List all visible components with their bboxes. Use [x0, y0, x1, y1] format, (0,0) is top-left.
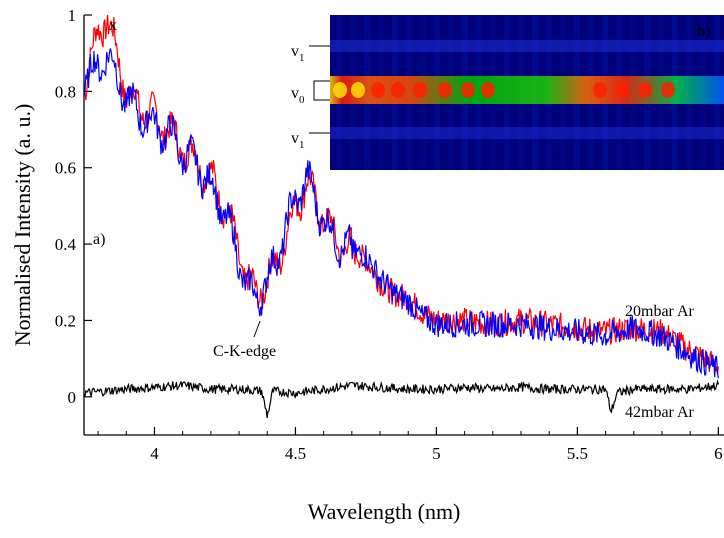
inset-panel-b: b) v1 v0 v1 — [291, 15, 724, 170]
series-line-black — [84, 379, 719, 418]
x-tick-label: 6 — [714, 444, 723, 463]
axis-tick-labels: 4 4.5 5 5.5 6 0 0.2 0.4 0.6 0.8 1 — [55, 6, 723, 463]
x-tick-label: 4 — [150, 444, 159, 463]
x-tick-label: 5.5 — [567, 444, 588, 463]
inset-hotspot — [593, 82, 607, 98]
annotation-42mbar: 42mbar Ar — [625, 404, 695, 421]
inset-hotspot — [391, 82, 405, 98]
annotation-c-k-edge-label: C-K-edge — [213, 343, 276, 360]
inset-row-label-top: v1 — [291, 43, 330, 64]
annotation-c-k-edge: C-K-edge — [213, 320, 276, 360]
series-line-blue — [84, 48, 719, 379]
inset-hotspot — [413, 82, 427, 98]
row-label-v0: v0 — [291, 85, 305, 106]
y-tick-label: 0.4 — [55, 235, 77, 254]
inset-hotspot — [615, 82, 629, 98]
inset-hotspot — [438, 82, 452, 98]
inset-hotspot — [481, 82, 495, 98]
annotation-x: x — [109, 17, 117, 34]
panel-label-a: a) — [93, 231, 105, 248]
y-tick-label: 0.8 — [55, 82, 76, 101]
inset-hotspot — [351, 82, 365, 98]
inset-row-label-middle: v0 — [291, 80, 330, 106]
y-tick-label: 1 — [68, 6, 77, 25]
row-label-v1-bottom: v1 — [291, 130, 305, 151]
inset-hotspot — [333, 82, 347, 98]
inset-row-label-bottom: v1 — [291, 130, 330, 151]
inset-v1-band-top — [330, 40, 724, 52]
inset-v1-band-bottom — [330, 127, 724, 139]
inset-hotspot — [461, 82, 475, 98]
x-tick-label: 4.5 — [285, 444, 306, 463]
series-layer — [84, 15, 719, 418]
annotation-20mbar: 20mbar Ar — [625, 303, 695, 320]
inset-panel-label: b) — [697, 23, 710, 40]
inset-hotspots — [333, 82, 675, 98]
x-axis-title: Wavelength (nm) — [308, 499, 461, 524]
y-tick-label: 0.2 — [55, 311, 76, 330]
x-tick-label: 5 — [432, 444, 441, 463]
inset-hotspot — [661, 82, 675, 98]
row-label-v1-top: v1 — [291, 43, 305, 64]
inset-hotspot — [371, 82, 385, 98]
y-axis-title: Normalised Intensity (a. u.) — [10, 104, 35, 347]
inset-hotspot — [638, 82, 652, 98]
y-tick-label: 0 — [68, 388, 77, 407]
y-tick-label: 0.6 — [55, 159, 76, 178]
